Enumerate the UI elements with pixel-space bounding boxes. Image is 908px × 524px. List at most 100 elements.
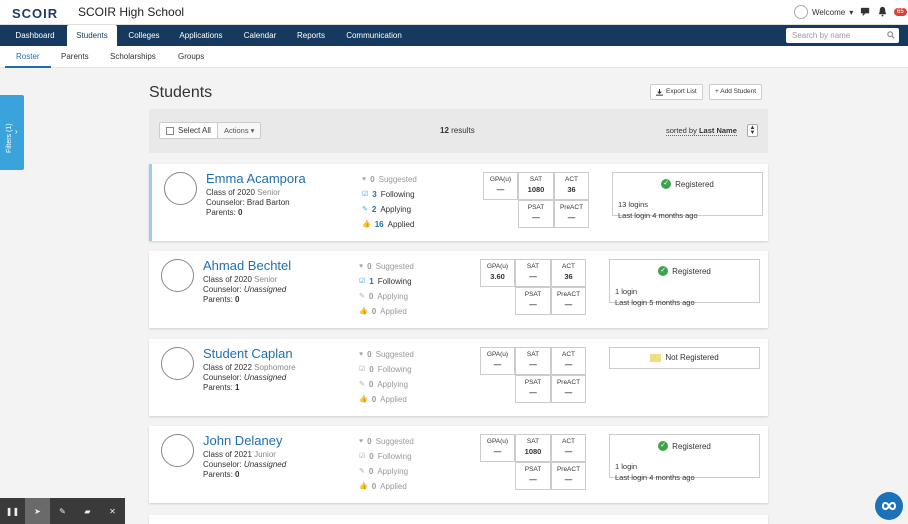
college-stats: ♥ 0 Suggested ☑ 0 Following ✎ 0 Applying 👍 0 Applie… <box>359 347 414 407</box>
stat-value: 0 <box>367 437 372 446</box>
student-name[interactable]: Emma Acampora <box>206 171 306 186</box>
score-psat: PSAT — <box>515 375 551 403</box>
score-value: — <box>564 300 573 309</box>
stat-applied[interactable]: 👍 0 Applied <box>359 304 414 319</box>
student-card[interactable]: John Delaney Class of 2021 Junior Counselo… <box>149 426 768 503</box>
registration-status: ✓ Registered 1 login Last login 4 months ag… <box>609 434 760 482</box>
student-meta: Class of 2020 Senior Counselor: Brad Bart… <box>206 188 290 218</box>
score-psat: PSAT — <box>515 287 551 315</box>
student-card[interactable]: Emma Acampora Class of 2020 Senior Counsel… <box>149 164 768 241</box>
search-input[interactable]: Search by name <box>786 28 899 43</box>
score-label: GPA(u) <box>486 351 509 358</box>
score-value: — <box>564 360 573 369</box>
score-label: PSAT <box>524 379 542 386</box>
help-chat-button[interactable] <box>875 492 903 520</box>
close-icon[interactable]: ✕ <box>109 506 116 516</box>
stat-value: 0 <box>368 380 374 389</box>
score-value: 3.60 <box>490 272 505 281</box>
add-student-button[interactable]: + Add Student <box>709 84 763 100</box>
thumbs-up-icon: 👍 <box>359 396 368 403</box>
subtab-groups[interactable]: Groups <box>178 52 205 61</box>
student-name[interactable]: Student Caplan <box>203 346 293 361</box>
student-name[interactable]: John Delaney <box>203 433 283 448</box>
score-value: — <box>567 213 576 222</box>
score-label: ACT <box>562 263 575 270</box>
tab-colleges[interactable]: Colleges <box>128 31 160 40</box>
parents-count: 0 <box>235 295 240 304</box>
score-act: ACT — <box>551 347 586 375</box>
stat-following[interactable]: ☑ 1 Following <box>359 274 414 289</box>
subtab-scholarships[interactable]: Scholarships <box>110 52 156 61</box>
school-name: SCOIR High School <box>78 5 185 19</box>
stat-applying[interactable]: ✎ 0 Applying <box>359 377 414 392</box>
stat-applied[interactable]: 👍 0 Applied <box>359 479 414 494</box>
status-line: ✓ Registered <box>610 266 759 276</box>
class-year: Class of 2020 <box>206 188 255 197</box>
chat-icon[interactable] <box>860 6 871 17</box>
stat-label: Applying <box>377 467 409 476</box>
stat-applying[interactable]: ✎ 0 Applying <box>359 464 414 479</box>
sort-direction-button[interactable]: ▲ ▼ <box>747 124 758 137</box>
stat-suggested[interactable]: ♥ 0 Suggested <box>359 259 414 274</box>
registration-status: Not Registered <box>609 347 760 369</box>
stat-value: 3 <box>372 190 377 199</box>
results-count: 12 results <box>440 126 475 135</box>
bell-icon[interactable] <box>877 6 888 17</box>
score-gpa: GPA(u) — <box>480 434 515 462</box>
stat-following[interactable]: ☑ 0 Following <box>359 362 414 377</box>
parents-label: Parents: <box>203 295 233 304</box>
score-value: — <box>493 360 502 369</box>
stat-label: Suggested <box>375 350 414 359</box>
student-meta: Class of 2020 Senior Counselor: Unassigne… <box>203 275 286 305</box>
counselor-line: Counselor: Unassigned <box>203 285 286 295</box>
pen-icon[interactable]: ✎ <box>59 506 66 516</box>
tab-students[interactable]: Students <box>67 25 117 46</box>
export-list-button[interactable]: Export List <box>650 84 703 100</box>
status-line: ✓ Registered <box>610 441 759 451</box>
tab-applications[interactable]: Applications <box>179 31 223 40</box>
counselor-label: Counselor: <box>206 198 245 207</box>
stat-following[interactable]: ☑ 0 Following <box>359 449 414 464</box>
stat-applying[interactable]: ✎ 0 Applying <box>359 289 414 304</box>
student-name[interactable]: Ahmad Bechtel <box>203 258 292 273</box>
tab-calendar[interactable]: Calendar <box>243 31 277 40</box>
parents-label: Parents: <box>203 383 233 392</box>
subtab-roster[interactable]: Roster <box>5 46 51 68</box>
class-line: Class of 2020 Senior <box>206 188 290 198</box>
tab-communication[interactable]: Communication <box>346 31 402 40</box>
score-preact: PreACT — <box>554 200 589 228</box>
stat-value: 0 <box>371 307 377 316</box>
eraser-icon[interactable]: ▰ <box>84 506 91 516</box>
filters-panel-toggle[interactable]: Filters (1) › <box>0 95 24 170</box>
main-nav: Dashboard Students Colleges Applications… <box>0 25 908 46</box>
score-label: PreACT <box>556 291 581 298</box>
actions-dropdown[interactable]: Actions ▾ <box>217 122 262 139</box>
check-circle-icon: ✓ <box>658 441 669 451</box>
heart-icon: ♥ <box>359 263 364 270</box>
select-all-checkbox[interactable]: Select All <box>159 122 218 139</box>
counselor-name: Unassigned <box>243 373 287 382</box>
student-card[interactable]: Student Caplan Class of 2022 Sophomore Cou… <box>149 339 768 416</box>
pointer-icon[interactable]: ➤ <box>25 498 50 524</box>
sort-selector[interactable]: sorted by Last Name <box>666 126 737 136</box>
counselor-name: Brad Barton <box>246 198 290 207</box>
heart-icon: ♥ <box>359 438 364 445</box>
subtab-parents[interactable]: Parents <box>61 52 89 61</box>
stat-applied[interactable]: 👍 16 Applied <box>362 217 417 232</box>
welcome-menu[interactable]: Welcome ▾ <box>794 5 853 19</box>
stat-value: 0 <box>370 175 375 184</box>
welcome-label: Welcome <box>812 7 846 17</box>
score-gpa: GPA(u) — <box>480 347 515 375</box>
stat-suggested[interactable]: ♥ 0 Suggested <box>362 172 417 187</box>
scoir-logo[interactable]: SCOIR <box>12 6 59 21</box>
stat-suggested[interactable]: ♥ 0 Suggested <box>359 434 414 449</box>
student-card[interactable]: Ahmad Bechtel Class of 2020 Senior Counsel… <box>149 251 768 328</box>
pause-icon[interactable]: ❚❚ <box>5 506 20 516</box>
stat-suggested[interactable]: ♥ 0 Suggested <box>359 347 414 362</box>
stat-label: Following <box>380 190 415 199</box>
tab-reports[interactable]: Reports <box>296 31 325 40</box>
stat-applying[interactable]: ✎ 2 Applying <box>362 202 417 217</box>
tab-dashboard[interactable]: Dashboard <box>15 31 55 40</box>
stat-applied[interactable]: 👍 0 Applied <box>359 392 414 407</box>
stat-following[interactable]: ☑ 3 Following <box>362 187 417 202</box>
